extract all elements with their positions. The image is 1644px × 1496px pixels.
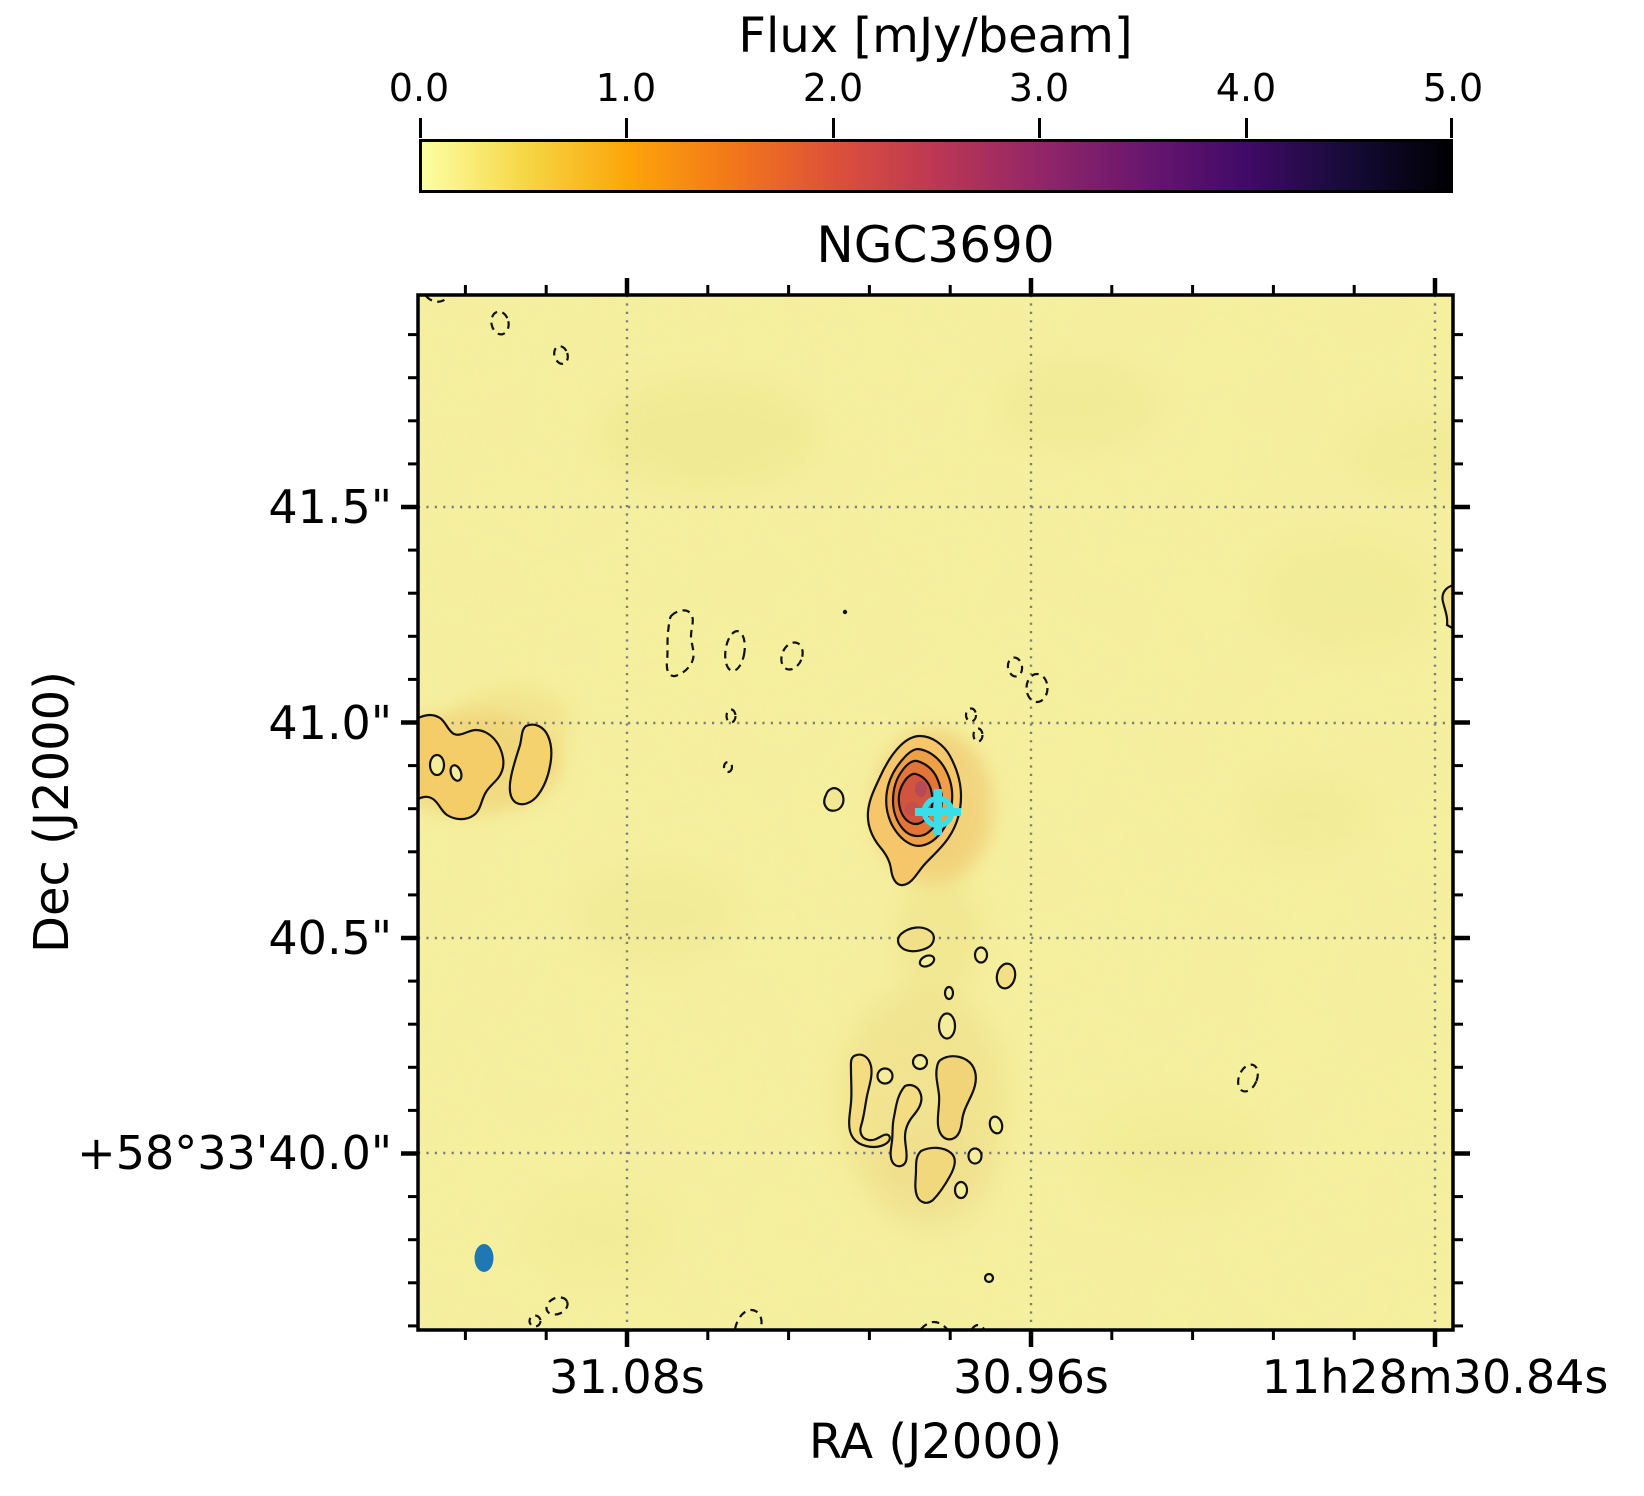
sky-map-panel [401,278,1470,1347]
colorbar-title: Flux [mJy/beam] [738,8,1133,64]
peak-source-contours [866,734,963,887]
y-tick-label: 40.5" [268,911,392,965]
y-tick-label: +58°33'40.0" [77,1126,392,1180]
axis-ticks [401,278,1470,1347]
x-axis-label: RA (J2000) [808,1414,1063,1470]
west-edge-emission-contour [418,713,505,821]
east-edge-contour [1441,584,1453,630]
colorbar-tick [625,118,628,138]
colorbar-tick [832,118,835,138]
y-tick-label: 41.0" [268,696,392,750]
negative-contours [425,295,1259,1330]
y-axis-label: Dec (J2000) [24,671,80,953]
colorbar-tick [1038,118,1041,138]
colorbar-tick-label: 1.0 [595,66,657,110]
axes-frame [416,293,1455,1332]
plot-title: NGC3690 [816,216,1055,274]
colorbar-tick [1450,118,1453,138]
x-tick-label: 11h28m30.84s [1261,1350,1609,1404]
colorbar-tick-label: 0.0 [388,66,450,110]
colorbar-tick-label: 2.0 [802,66,864,110]
source-marker-icon [915,789,961,835]
x-tick-label: 30.96s [953,1350,1109,1404]
colorbar-tick-label: 5.0 [1422,66,1484,110]
positive-contours [418,584,1453,1284]
x-tick-label: 31.08s [549,1350,705,1404]
map-background [418,295,1453,1330]
colorbar-tick [419,118,422,138]
colorbar-gradient [419,139,1453,193]
colorbar-tick-label: 4.0 [1215,66,1277,110]
beam-ellipse [474,1244,494,1272]
y-tick-label: 41.5" [268,480,392,534]
colorbar-tick-label: 3.0 [1008,66,1070,110]
colorbar-tick [1245,118,1248,138]
